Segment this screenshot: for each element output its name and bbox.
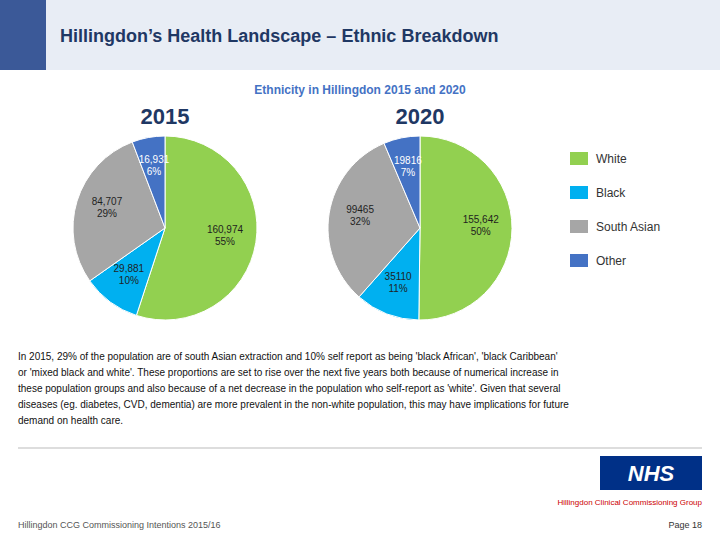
pie-chart: 2020 xyxy=(328,104,512,320)
text-line: 19816 xyxy=(394,155,422,166)
legend-entry: Other xyxy=(596,254,626,268)
logo-text: NHS xyxy=(628,461,675,486)
text-line: 6% xyxy=(147,166,162,177)
legend-entry: Black xyxy=(596,186,626,200)
data-label: 3511011% xyxy=(385,271,413,294)
separator xyxy=(18,448,702,449)
text-line: 50% xyxy=(471,226,491,237)
legend-swatch xyxy=(570,254,588,267)
text-line: diseases (eg. diabetes, CVD, dementia) a… xyxy=(18,399,569,410)
pie-slice xyxy=(419,136,512,320)
data-label: 155,64250% xyxy=(463,214,500,237)
data-labels: 160,97455% 29,88110% 84,70729% 16,9316% xyxy=(92,154,244,286)
body-text: In 2015, 29% of the population are of so… xyxy=(18,351,569,426)
text-line: 84,707 xyxy=(92,196,123,207)
legend-entry: South Asian xyxy=(596,220,660,234)
data-label: 29,88110% xyxy=(114,263,145,286)
legend-swatch xyxy=(570,220,588,233)
text-line: or 'mixed black and white'. These propor… xyxy=(18,367,559,378)
legend-swatch xyxy=(570,152,588,165)
text-line: In 2015, 29% of the population are of so… xyxy=(18,351,558,362)
subtitle: Ethnicity in Hillingdon 2015 and 2020 xyxy=(254,83,466,97)
data-label: 16,9316% xyxy=(139,154,170,177)
pie-title: 2015 xyxy=(141,104,190,129)
text-line: 11% xyxy=(388,283,407,294)
data-label: 198167% xyxy=(394,155,422,178)
text-line: 29,881 xyxy=(114,263,145,274)
text-line: 29% xyxy=(97,208,117,219)
pie-chart: 2015 xyxy=(73,104,257,320)
text-line: 155,642 xyxy=(463,214,500,225)
text-line: 160,974 xyxy=(207,224,244,235)
text-line: these population groups and also because… xyxy=(18,383,561,394)
data-label: 84,70729% xyxy=(92,196,123,219)
text-line: 55% xyxy=(215,236,235,247)
text-line: 7% xyxy=(401,167,416,178)
text-line: 16,931 xyxy=(139,154,170,165)
data-labels: 155,64250% 3511011% 9946532% 198167% xyxy=(346,155,499,294)
footer-left: Hillingdon CCG Commissioning Intentions … xyxy=(18,520,221,530)
text-line: 35110 xyxy=(385,271,413,282)
data-label: 160,97455% xyxy=(207,224,244,247)
data-label: 9946532% xyxy=(346,204,374,227)
pie-slice xyxy=(328,143,420,297)
text-line: 99465 xyxy=(346,204,374,215)
text-line: 32% xyxy=(350,216,370,227)
header-bar xyxy=(0,0,46,70)
legend-entry: White xyxy=(596,152,627,166)
logo-box xyxy=(600,456,702,490)
footer-right: Page 18 xyxy=(668,520,702,530)
logo-subtitle: Hillingdon Clinical Commissioning Group xyxy=(557,498,702,507)
text-line: 10% xyxy=(119,275,139,286)
header-band xyxy=(0,0,720,70)
legend-swatch xyxy=(570,186,588,199)
pie-title: 2020 xyxy=(396,104,445,129)
title: Hillingdon’s Health Landscape – Ethnic B… xyxy=(60,26,498,46)
page: Hillingdon’s Health Landscape – Ethnic B… xyxy=(0,0,720,540)
text-line: demand on health care. xyxy=(18,415,123,426)
legend: White Black South Asian Other xyxy=(570,152,660,268)
pie-slice xyxy=(384,136,420,228)
pie-slice xyxy=(132,136,165,228)
